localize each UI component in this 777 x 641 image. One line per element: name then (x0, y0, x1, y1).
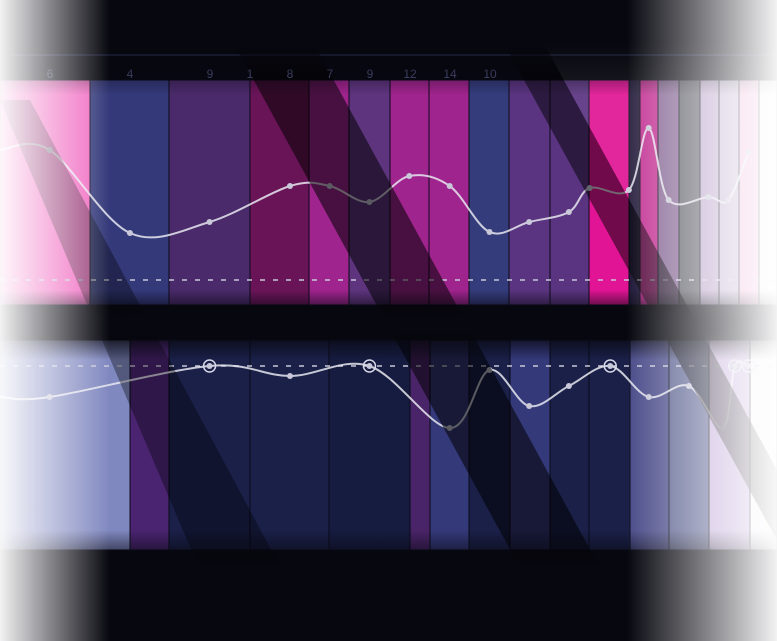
bottom-band-bar (629, 339, 670, 551)
curve-point (645, 394, 652, 400)
bottom-band-label: 4 (526, 568, 534, 582)
top-band-bar (168, 79, 251, 306)
top-band-label: 4 (126, 67, 134, 81)
curve-point (286, 183, 293, 189)
frequency-tick-label: 5k (608, 605, 622, 620)
bottom-band-label: 3 (206, 568, 214, 582)
frequency-tick-label: 500 (217, 605, 239, 620)
frequency-tick-label: 2k (454, 605, 468, 620)
frequency-tick-label: 1k (337, 605, 352, 620)
curve-point (206, 219, 213, 225)
curve-point (565, 209, 572, 215)
top-band-label: 8 (286, 67, 294, 81)
top-band-bar (468, 79, 510, 306)
bottom-band-bar (129, 339, 170, 551)
top-band-label: 6 (46, 67, 54, 81)
top-band-label: 9 (366, 67, 374, 81)
curve-point (565, 383, 572, 389)
curve-point (46, 394, 53, 400)
top-band-label: 12 (403, 67, 417, 81)
bottom-band-label: 8 (686, 568, 694, 582)
curve-point (446, 183, 453, 189)
curve-point (126, 230, 133, 236)
bottom-band-label: 3 (726, 568, 734, 582)
top-band-label: 14 (443, 67, 457, 81)
top-band-bar (508, 79, 551, 306)
curve-point (366, 363, 373, 369)
bottom-band-bar (168, 339, 251, 551)
curve-point (685, 383, 692, 389)
top-band-label: 9 (206, 67, 214, 81)
curve-point (406, 173, 413, 179)
top-band-label: 1 (246, 67, 254, 81)
frequency-tick-label: 10k (721, 605, 742, 620)
curve-point (526, 403, 533, 409)
curve-point (486, 229, 493, 235)
curve-point (286, 373, 293, 379)
bottom-band-label: 3 (366, 568, 374, 582)
selected-point-ring (362, 359, 377, 373)
bottom-band-label: 4 (446, 568, 454, 582)
top-band-label: 10 (483, 67, 497, 81)
top-band-label: 7 (326, 67, 334, 81)
bottom-band-label: 4 (46, 568, 54, 582)
bottom-band-bar (0, 339, 131, 551)
curve-point (206, 363, 213, 369)
bottom-band-label: 5 (286, 568, 294, 582)
bottom-band-label: 4 (646, 568, 654, 582)
curve-point (607, 363, 614, 369)
selected-point-ring (202, 359, 217, 373)
curve-point (526, 219, 533, 225)
bottom-band-label: 7 (606, 568, 614, 582)
selected-point-ring (603, 359, 617, 373)
bottom-band-label: 5 (566, 568, 574, 582)
frequency-tick-label: 200 (63, 605, 85, 620)
